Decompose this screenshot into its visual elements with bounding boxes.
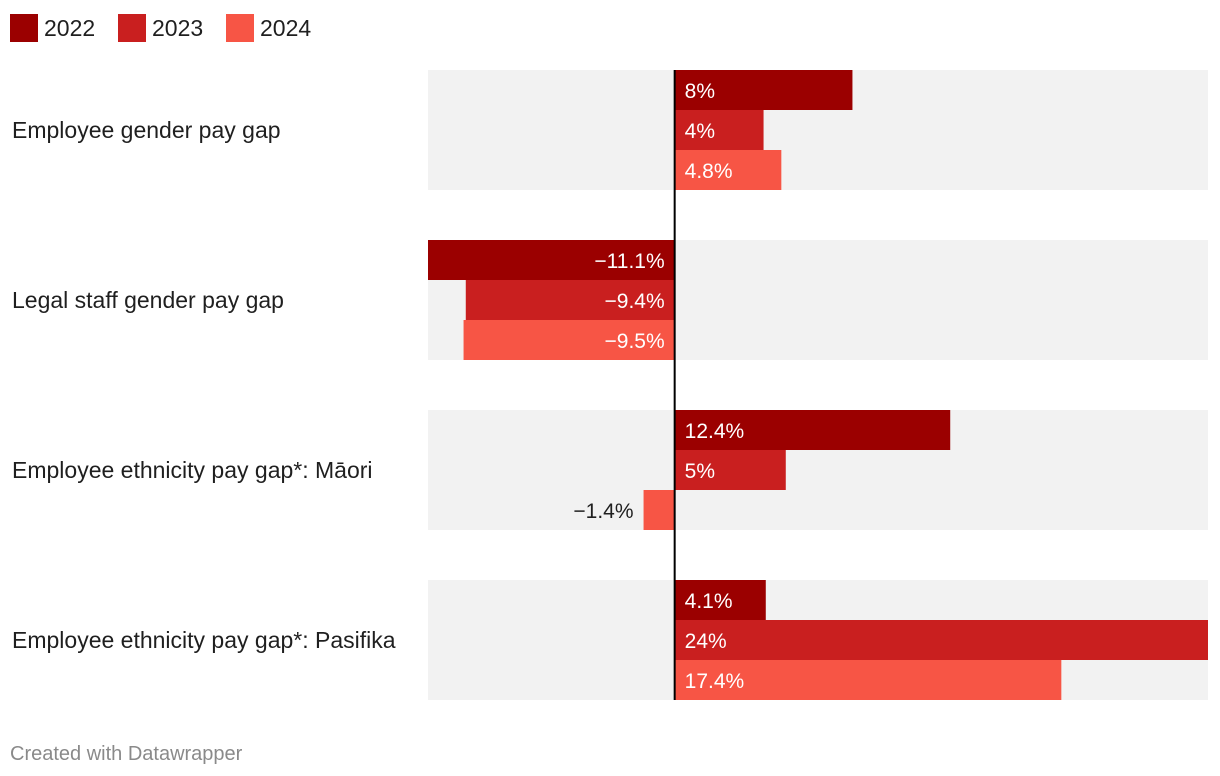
- bar-2023: [465, 280, 675, 320]
- category-label: Legal staff gender pay gap: [12, 287, 284, 313]
- legend-swatch-2022: [10, 14, 38, 42]
- bar-2024: [463, 320, 675, 360]
- category-labels: Employee gender pay gap Legal staff gende…: [12, 117, 396, 653]
- bar-value-labels: 8% 4% 4.8% −11.1% −9.4% −9.5% 12.4% 5% −1.4% 4.1%…: [573, 80, 744, 693]
- bar-label-2022: −11.1%: [594, 250, 664, 273]
- bar-2024: [674, 660, 1062, 700]
- bar-label-2023: 5%: [685, 460, 715, 483]
- legend: 2022 2023 2024: [10, 14, 311, 42]
- legend-label-2023: 2023: [152, 15, 203, 41]
- bar-label-2023: 24%: [685, 630, 727, 653]
- bar-label-2024: −1.4%: [573, 500, 633, 523]
- bar-label-2023: 4%: [685, 120, 715, 143]
- bar-2023: [674, 110, 764, 150]
- legend-swatch-2023: [118, 14, 146, 42]
- bar-2024: [674, 150, 782, 190]
- bar-2023: [674, 450, 786, 490]
- category-label: Employee ethnicity pay gap*: Pasifika: [12, 627, 396, 653]
- source-credit: Created with Datawrapper: [10, 743, 243, 765]
- bar-2024: [643, 490, 675, 530]
- bar-2023: [674, 620, 1208, 660]
- bar-label-2024: 4.8%: [685, 160, 733, 183]
- background-bands: [428, 70, 1208, 700]
- bar-label-2024: 17.4%: [685, 670, 745, 693]
- bar-label-2022: 4.1%: [685, 590, 733, 613]
- bar-2022: [674, 580, 766, 620]
- bar-2022: [674, 70, 853, 110]
- bar-label-2023: −9.4%: [605, 290, 665, 313]
- category-label: Employee ethnicity pay gap*: Māori: [12, 457, 373, 483]
- bar-2022: [428, 240, 675, 280]
- legend-swatch-2024: [226, 14, 254, 42]
- legend-label-2024: 2024: [260, 15, 311, 41]
- bar-label-2024: −9.5%: [605, 330, 665, 353]
- legend-label-2022: 2022: [44, 15, 95, 41]
- bar-label-2022: 8%: [685, 80, 715, 103]
- bar-label-2022: 12.4%: [685, 420, 745, 443]
- bars: [428, 70, 1208, 700]
- category-label: Employee gender pay gap: [12, 117, 281, 143]
- bar-2022: [674, 410, 951, 450]
